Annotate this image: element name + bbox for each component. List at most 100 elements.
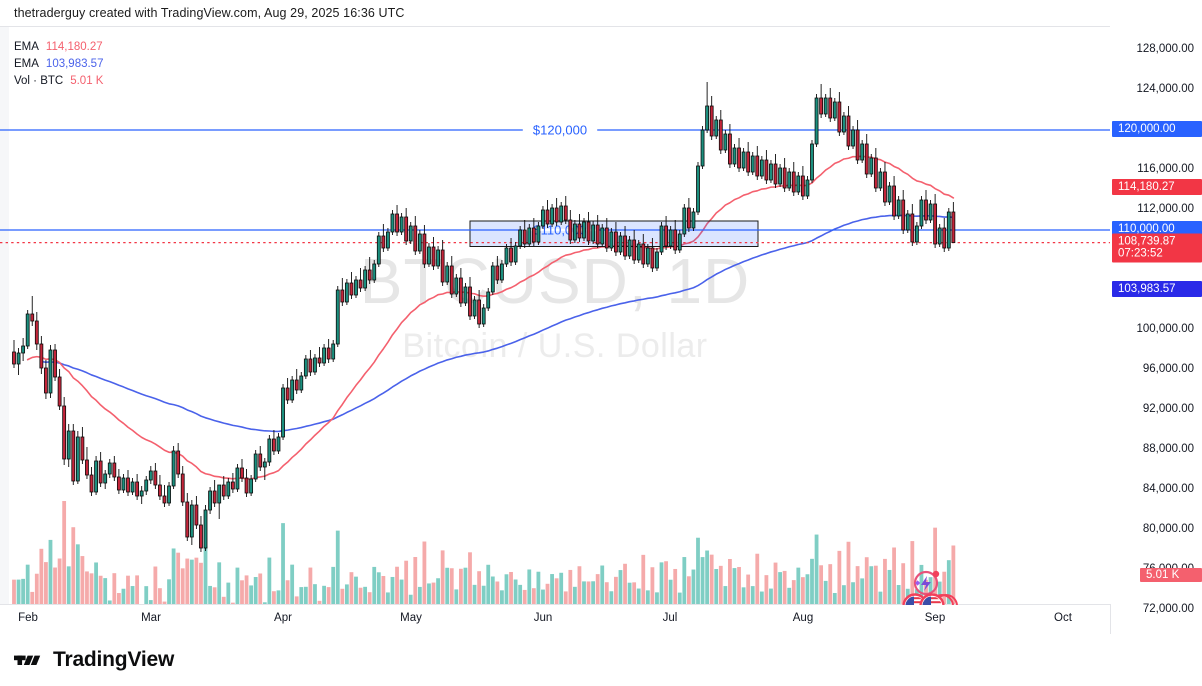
candle-body (203, 509, 208, 549)
time-axis[interactable]: Feb Mar Apr May Jun Jul Aug Sep Oct (0, 604, 1111, 635)
volume-bar (135, 575, 140, 605)
candle-body (144, 479, 149, 492)
volume-bar (240, 580, 244, 605)
volume-bar (417, 586, 422, 605)
volume-bar (759, 591, 764, 605)
candle-body (171, 450, 176, 487)
candle-body (481, 307, 486, 325)
indicator-legend[interactable]: EMA 114,180.27 EMA 103,983.57 Vol · BTC 5.01 … (14, 39, 103, 90)
candle-body (167, 485, 171, 504)
volume-bar (522, 589, 527, 605)
candle-body (180, 473, 185, 503)
candle-body (417, 233, 422, 252)
volume-bar (883, 558, 887, 605)
price-tick-label: 128,000.00 (1136, 43, 1194, 55)
volume-bar (600, 565, 605, 605)
volume-bar (518, 584, 523, 605)
volume-bar (126, 575, 130, 605)
price-badge[interactable]: 108,739.87 07:23:52 (1112, 233, 1202, 263)
candle-body (832, 101, 837, 119)
candle-body (153, 470, 158, 486)
volume-bar (162, 601, 167, 605)
candle-body (805, 179, 810, 197)
candle-body (855, 129, 860, 161)
volume-bar (299, 587, 304, 605)
time-tick-label: Apr (274, 612, 292, 624)
price-badge[interactable]: 114,180.27 (1112, 179, 1202, 196)
price-badge[interactable]: 103,983.57 (1112, 281, 1202, 298)
volume-bar (189, 559, 194, 605)
volume-bar (103, 578, 108, 605)
volume-bar (773, 562, 778, 605)
volume-bar (212, 587, 217, 605)
volume-bar (769, 588, 773, 605)
volume-bar (208, 585, 212, 605)
volume-bar (395, 566, 399, 605)
candle-body (933, 203, 938, 245)
candle-body (677, 233, 682, 251)
legend-label: EMA (14, 41, 39, 53)
candle-body (878, 171, 883, 189)
price-axis[interactable]: 128,000.00 124,000.00 116,000.00 112,000.00… (1110, 26, 1202, 615)
chart-area[interactable]: BTCUSD, 1D Bitcoin / U.S. Dollar $120,00… (0, 26, 1111, 605)
candle-body (208, 490, 212, 511)
volume-bar (130, 586, 135, 605)
candle-body (468, 286, 472, 317)
candle-body (837, 101, 842, 133)
volume-bar (199, 562, 203, 605)
candle-body (828, 97, 833, 119)
candle-body (308, 358, 313, 373)
legend-row-1[interactable]: EMA 103,983.57 (14, 56, 103, 73)
volume-bar (98, 575, 103, 605)
price-tick-label: 88,000.00 (1142, 443, 1194, 455)
candle-body (367, 269, 372, 281)
volume-bar (495, 581, 500, 605)
volume-bar (249, 585, 254, 605)
time-tick-label: Sep (924, 612, 946, 624)
volume-bar (527, 569, 532, 605)
candle-body (527, 227, 532, 245)
candle-body (942, 227, 947, 249)
volume-bar (472, 584, 477, 605)
candle-body (682, 207, 687, 235)
volume-bar (486, 564, 491, 605)
candle-body (107, 462, 112, 475)
volume-bar (746, 574, 751, 605)
candle-body (741, 151, 746, 169)
candle-body (244, 477, 249, 494)
volume-bar (787, 587, 792, 605)
candle-body (914, 225, 919, 243)
volume-bar (180, 568, 185, 605)
volume-bar (782, 570, 787, 605)
volume-bar (468, 552, 472, 605)
volume-bar (390, 576, 395, 605)
legend-row-0[interactable]: EMA 114,180.27 (14, 39, 103, 56)
candle-body (495, 265, 500, 281)
candle-body (773, 163, 778, 185)
time-tick-label: Mar (141, 612, 161, 624)
candle-body (303, 358, 308, 377)
price-zone-rect[interactable] (469, 220, 759, 247)
candle-body (299, 375, 304, 391)
price-badge[interactable]: 120,000.00 (1112, 121, 1202, 137)
candle-body (577, 223, 582, 239)
ema-slow-line (40, 214, 955, 433)
volume-bar (914, 589, 919, 605)
candle-body (559, 205, 564, 223)
volume-bar (153, 566, 158, 605)
candle-body (860, 143, 865, 161)
volume-badge[interactable]: 5.01 K (1140, 568, 1202, 582)
candle-body (89, 474, 94, 493)
volume-bar (463, 567, 468, 605)
legend-row-2[interactable]: Vol · BTC 5.01 K (14, 73, 103, 90)
candle-body (454, 277, 459, 295)
candle-body (728, 133, 732, 165)
candle-body (408, 225, 413, 242)
candle-body (782, 167, 787, 189)
candle-body (883, 171, 887, 203)
price-tick-label: 124,000.00 (1136, 83, 1194, 95)
price-badge[interactable]: 110,000.00 (1112, 221, 1202, 237)
volume-bar (531, 588, 536, 605)
volume-bar (89, 573, 94, 605)
candle-body (98, 460, 103, 484)
